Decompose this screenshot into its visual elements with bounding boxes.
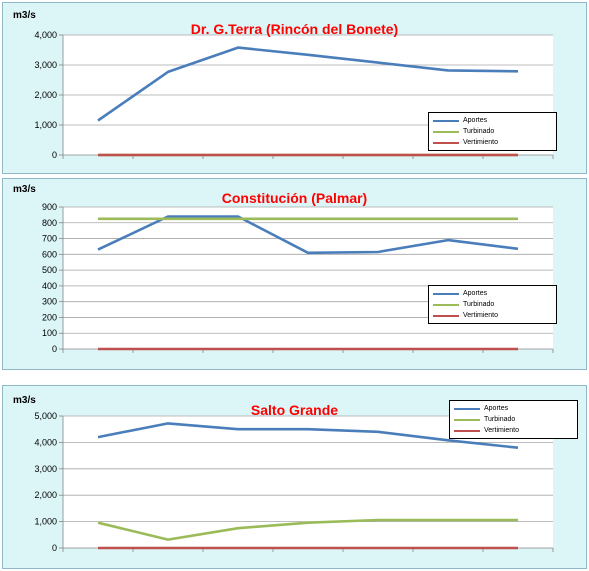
y-tick-label: 600 xyxy=(42,249,57,259)
chart-panel-1: 0 1,000 2,000 3,000 4,000 m3/s Dr. G.Terra (… xyxy=(2,2,587,174)
y-tick-label: 1,000 xyxy=(34,120,57,130)
legend-swatch xyxy=(433,303,459,306)
y-tick-label: 5,000 xyxy=(34,411,57,421)
legend-item-vertimiento: Vertimiento xyxy=(454,425,573,436)
legend-item-turbinado: Turbinado xyxy=(433,126,552,137)
chart-legend: Aportes Turbinado Vertimiento xyxy=(428,285,557,324)
legend-item-turbinado: Turbinado xyxy=(433,299,552,310)
y-tick-label: 700 xyxy=(42,234,57,244)
legend-label: Turbinado xyxy=(484,416,516,423)
y-tick-label: 2,000 xyxy=(34,90,57,100)
chart-panel-3: 0 1,000 2,000 3,000 4,000 5,000 m3/s Salto Gr… xyxy=(2,385,587,569)
y-tick-label: 4,000 xyxy=(34,437,57,447)
y-tick-label: 2,000 xyxy=(34,490,57,500)
y-tick-label: 4,000 xyxy=(34,30,57,40)
chart-title: Salto Grande xyxy=(250,402,339,418)
legend-item-aportes: Aportes xyxy=(433,115,552,126)
y-tick-label: 3,000 xyxy=(34,60,57,70)
chart-panel-2: 0 100 200 300 400 500 600 700 800 900 m3/s Consti… xyxy=(2,178,587,370)
y-axis-unit-label: m3/s xyxy=(13,10,36,21)
plot-background xyxy=(63,207,553,349)
legend-label: Turbinado xyxy=(463,301,495,308)
legend-swatch xyxy=(433,292,459,295)
chart-title: Constitución (Palmar) xyxy=(221,190,368,206)
legend-swatch xyxy=(454,407,480,410)
y-axis-unit-label: m3/s xyxy=(13,184,36,195)
legend-item-aportes: Aportes xyxy=(454,403,573,414)
chart-legend: Aportes Turbinado Vertimiento xyxy=(428,112,557,151)
series-line-aportes xyxy=(97,422,519,449)
y-tick-label: 400 xyxy=(42,281,57,291)
legend-label: Turbinado xyxy=(463,128,495,135)
legend-label: Aportes xyxy=(463,290,488,297)
legend-label: Vertimiento xyxy=(484,427,520,434)
y-tick-label: 100 xyxy=(42,328,57,338)
y-tick-label: 1,000 xyxy=(34,517,57,527)
legend-swatch xyxy=(433,141,459,144)
series-line-aportes xyxy=(97,215,519,255)
y-tick-label: 800 xyxy=(42,218,57,228)
series-line-turbinado xyxy=(97,518,518,541)
y-tick-label: 3,000 xyxy=(34,464,57,474)
legend-swatch xyxy=(433,119,459,122)
legend-label: Vertimiento xyxy=(463,312,499,319)
y-tick-label: 200 xyxy=(42,312,57,322)
chart-legend: Aportes Turbinado Vertimiento xyxy=(449,400,578,439)
chart-title: Dr. G.Terra (Rincón del Bonete) xyxy=(190,21,399,37)
legend-item-vertimiento: Vertimiento xyxy=(433,310,552,321)
y-tick-label: 900 xyxy=(42,202,57,212)
legend-swatch xyxy=(433,130,459,133)
legend-swatch xyxy=(454,418,480,421)
legend-item-turbinado: Turbinado xyxy=(454,414,573,425)
y-tick-label: 500 xyxy=(42,265,57,275)
legend-swatch xyxy=(454,429,480,432)
y-tick-label: 0 xyxy=(52,150,57,160)
legend-swatch xyxy=(433,314,459,317)
y-tick-label: 0 xyxy=(52,344,57,354)
plot-area-2: 0 100 200 300 400 500 600 700 800 900 xyxy=(42,202,554,354)
legend-label: Aportes xyxy=(484,405,509,412)
legend-label: Vertimiento xyxy=(463,139,499,146)
y-tick-label: 0 xyxy=(52,543,57,553)
legend-label: Aportes xyxy=(463,117,488,124)
series-line-aportes xyxy=(97,46,519,122)
y-tick-label: 300 xyxy=(42,297,57,307)
y-axis-unit-label: m3/s xyxy=(13,395,36,406)
legend-item-vertimiento: Vertimiento xyxy=(433,137,552,148)
legend-item-aportes: Aportes xyxy=(433,288,552,299)
